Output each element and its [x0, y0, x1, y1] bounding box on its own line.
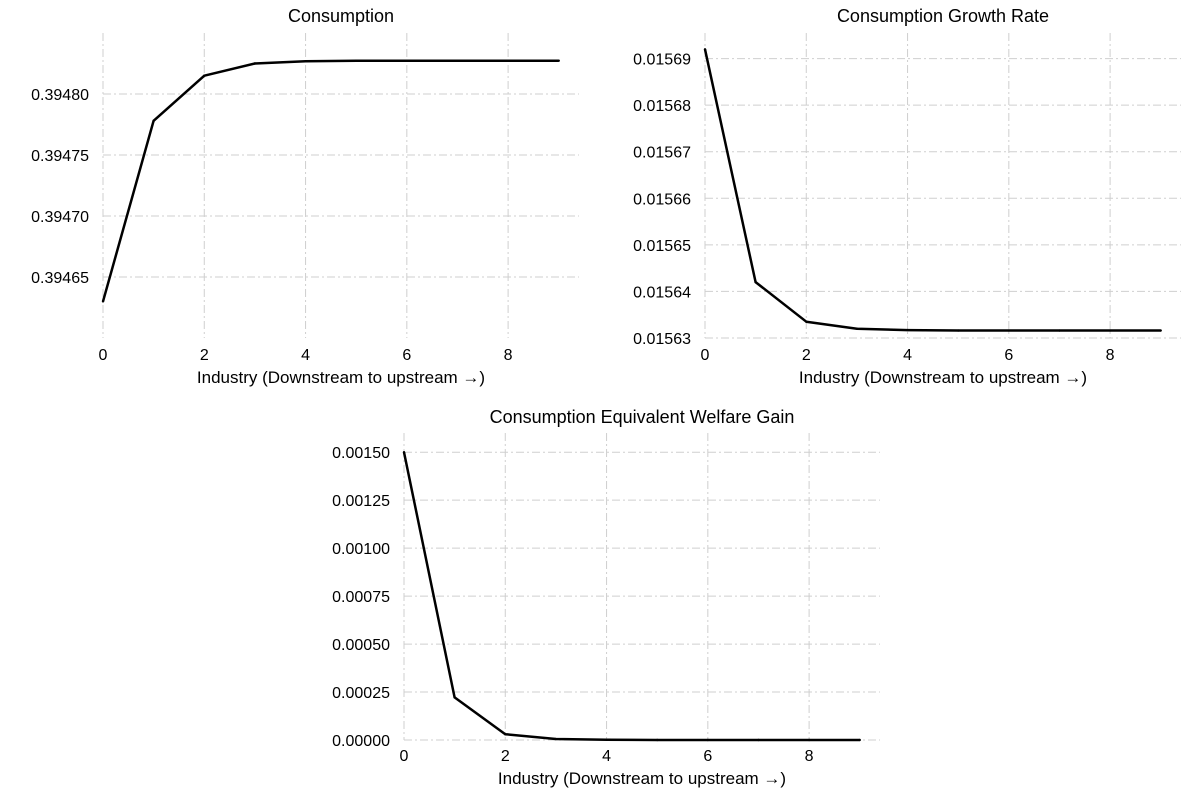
series-line	[402, 451, 860, 742]
data-point	[807, 738, 811, 742]
y-tick-label: 0.01566	[633, 191, 691, 208]
y-tick-label: 0.01568	[633, 98, 691, 115]
x-tick-label: 8	[1106, 347, 1115, 364]
data-point	[703, 48, 707, 51]
data-point	[956, 329, 960, 332]
x-tick-label: 6	[703, 748, 712, 765]
y-tick-label: 0.00025	[332, 685, 390, 702]
y-tick-label: 0.01563	[633, 331, 691, 348]
data-point	[506, 59, 510, 62]
data-point	[405, 59, 409, 62]
data-point	[557, 59, 560, 62]
y-tick-label: 0.39470	[31, 209, 89, 226]
series-line	[703, 49, 1161, 332]
y-tick-label: 0.39475	[31, 148, 89, 165]
data-point	[456, 59, 459, 62]
x-tick-label: 6	[402, 347, 411, 364]
data-point	[706, 738, 710, 742]
data-point	[757, 738, 760, 742]
data-point	[754, 280, 757, 284]
y-tick-label: 0.01564	[633, 284, 691, 301]
x-tick-label: 0	[701, 347, 710, 364]
data-point	[203, 74, 206, 77]
chart-title: Consumption Growth Rate	[837, 6, 1049, 26]
chart-title: Consumption	[288, 6, 394, 26]
series-line	[101, 59, 559, 302]
x-tick-label: 4	[903, 347, 912, 364]
x-tick-label: 2	[501, 748, 510, 765]
data-point	[655, 738, 659, 742]
data-point	[1007, 329, 1011, 332]
x-tick-label: 2	[200, 347, 209, 364]
data-point	[855, 327, 859, 330]
y-tick-label: 0.00150	[332, 445, 390, 462]
x-tick-label: 6	[1004, 347, 1013, 364]
x-axis-label: Industry (Downstream to upstream →)	[197, 368, 485, 387]
y-tick-label: 0.01569	[633, 52, 691, 69]
x-tick-label: 0	[99, 347, 108, 364]
x-tick-label: 2	[802, 347, 811, 364]
data-point	[906, 328, 909, 332]
y-tick-label: 0.00050	[332, 637, 390, 654]
data-point	[453, 696, 456, 699]
y-tick-label: 0.00075	[332, 589, 390, 606]
data-point	[304, 60, 307, 63]
x-tick-label: 8	[504, 347, 513, 364]
data-point	[554, 737, 558, 741]
data-point	[858, 738, 861, 742]
x-tick-label: 0	[400, 748, 409, 765]
chart-panel-2: Consumption Growth Rate 0 2 4 6 8 0.01563 0.015…	[633, 6, 1181, 387]
data-point	[805, 320, 808, 323]
data-point	[1058, 329, 1061, 332]
chart-panel-1: Consumption 0 2 4 6 8 0.39465 0.39470 0.39475 0.3…	[31, 6, 579, 387]
y-tick-label: 0.00100	[332, 541, 390, 558]
x-tick-label: 8	[805, 748, 814, 765]
y-tick-label: 0.01567	[633, 145, 691, 162]
data-point	[101, 300, 105, 303]
y-tick-label: 0.39480	[31, 87, 89, 104]
data-point	[1159, 329, 1162, 332]
data-point	[1108, 329, 1112, 332]
data-point	[354, 59, 358, 63]
y-tick-label: 0.39465	[31, 270, 89, 287]
data-point	[605, 738, 608, 742]
chart-title: Consumption Equivalent Welfare Gain	[490, 407, 795, 427]
x-axis-label: Industry (Downstream to upstream →)	[799, 368, 1087, 387]
y-tick-label: 0.00000	[332, 733, 390, 750]
y-tick-label: 0.00125	[332, 493, 390, 510]
x-tick-label: 4	[602, 748, 611, 765]
data-point	[253, 62, 257, 65]
y-tick-label: 0.01565	[633, 238, 691, 255]
chart-panel-3: Consumption Equivalent Welfare Gain 0 2 4 6 8…	[332, 407, 880, 788]
data-point	[402, 450, 406, 454]
x-axis-label: Industry (Downstream to upstream →)	[498, 769, 786, 788]
x-tick-label: 4	[301, 347, 310, 364]
data-point	[152, 119, 155, 123]
data-point	[504, 733, 507, 736]
